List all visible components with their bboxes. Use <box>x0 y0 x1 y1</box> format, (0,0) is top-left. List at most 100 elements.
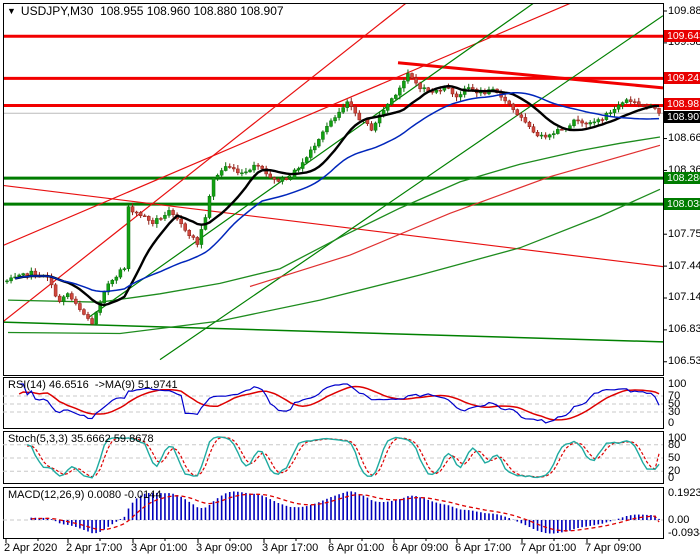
candle-body <box>353 106 358 114</box>
candle-body <box>373 122 378 131</box>
candle-body <box>345 101 349 108</box>
candle-body <box>110 280 115 285</box>
candle-body <box>151 220 155 224</box>
candle-body <box>159 218 163 220</box>
candle-body <box>329 120 333 127</box>
candle-body <box>560 129 564 131</box>
trendline[interactable] <box>397 61 663 90</box>
candle-body <box>219 170 224 176</box>
candle-body <box>406 73 410 82</box>
trendline[interactable] <box>87 0 538 319</box>
time-axis-label: 3 Apr 09:00 <box>196 542 253 554</box>
price-tick-label: 107.750 <box>668 227 700 240</box>
price-tick-label: 106.530 <box>668 355 700 368</box>
candle-body <box>9 277 13 282</box>
candle-body <box>102 291 106 304</box>
candle-body <box>244 171 248 174</box>
rsi-line <box>19 383 660 424</box>
candle-body <box>296 168 301 171</box>
indicator-tick-label: 50 <box>668 398 681 410</box>
candle-body <box>82 309 86 315</box>
candle-body <box>547 134 552 138</box>
price-tick-label: 106.835 <box>668 323 700 336</box>
chart-title-row[interactable]: ▼ USDJPY,M30 108.955 108.960 108.880 108.… <box>7 4 284 18</box>
trendline[interactable] <box>159 15 663 361</box>
price-badge: 109.241 <box>664 72 700 85</box>
candle-body <box>53 284 58 297</box>
candle-body <box>620 102 625 106</box>
candle-body <box>369 123 374 131</box>
indicator-tick-label: 80 <box>668 438 681 451</box>
candle-body <box>633 101 637 103</box>
candle-body <box>471 87 475 90</box>
candle-body <box>5 280 9 283</box>
candle-body <box>596 119 601 123</box>
candle-body <box>304 157 309 163</box>
candle-body <box>187 230 191 237</box>
trendline[interactable] <box>0 0 578 247</box>
candle-body <box>600 119 605 121</box>
candle-body <box>126 206 131 269</box>
candle-body <box>179 218 183 225</box>
candle-body <box>183 223 187 231</box>
candle-body <box>580 120 584 124</box>
candle-body <box>333 117 337 122</box>
candle-body <box>57 295 62 302</box>
indicator-tick-label: 0 <box>668 472 675 484</box>
candle-body <box>576 119 580 122</box>
candle-body <box>142 215 147 218</box>
candle-body <box>418 82 422 90</box>
candle-body <box>309 149 313 158</box>
macd-signal-line <box>31 493 660 532</box>
stoch-main-line <box>26 436 660 479</box>
candle-body <box>134 211 139 214</box>
trendline[interactable] <box>0 321 663 343</box>
ma-blue <box>14 92 660 293</box>
time-axis-label: 6 Apr 09:00 <box>392 542 449 554</box>
candle-body <box>410 73 414 79</box>
candle-body <box>511 103 515 110</box>
candle-body <box>608 112 613 114</box>
candle-body <box>527 121 532 127</box>
candle-body <box>276 179 281 182</box>
stoch-panel-label: Stoch(5,3,3) 35.6662 59.8678 <box>8 433 154 445</box>
candle-body <box>94 312 98 325</box>
candle-body <box>256 164 260 167</box>
candle-body <box>122 268 127 270</box>
candle-body <box>531 126 536 133</box>
candle-body <box>568 125 572 129</box>
candle-body <box>130 206 135 213</box>
time-axis-label: 6 Apr 01:00 <box>328 542 385 554</box>
candle-body <box>552 133 556 136</box>
candle-body <box>539 134 544 137</box>
indicator-tick-label: 50 <box>668 452 681 464</box>
macd-panel-label: MACD(12,26,9) 0.0080 -0.0144 <box>8 489 162 501</box>
price-badge: 109.643 <box>664 30 700 43</box>
chart-dropdown-icon[interactable]: ▼ <box>7 6 16 16</box>
candle-body <box>592 121 596 124</box>
candle-body <box>390 98 394 105</box>
candle-body <box>98 302 102 313</box>
trendline[interactable] <box>0 0 410 324</box>
candle-body <box>349 101 353 107</box>
price-badge: 108.286 <box>664 172 700 185</box>
candle-body <box>300 162 305 169</box>
panel-border <box>3 377 664 429</box>
candle-body <box>232 167 236 170</box>
candle-body <box>325 126 329 133</box>
macd-tick-label: 0.00 <box>668 514 690 526</box>
candle-body <box>248 169 252 173</box>
candle-body <box>454 93 459 98</box>
candle-body <box>66 293 70 298</box>
candle-body <box>503 96 507 102</box>
candle-body <box>385 103 390 111</box>
candle-body <box>317 139 321 147</box>
trendline[interactable] <box>0 184 663 268</box>
candle-body <box>288 178 293 180</box>
main-plot[interactable] <box>0 0 663 361</box>
price-badge: 108.907 <box>664 111 700 124</box>
candle-body <box>628 99 633 102</box>
indicator-tick-label: 20 <box>668 465 681 478</box>
